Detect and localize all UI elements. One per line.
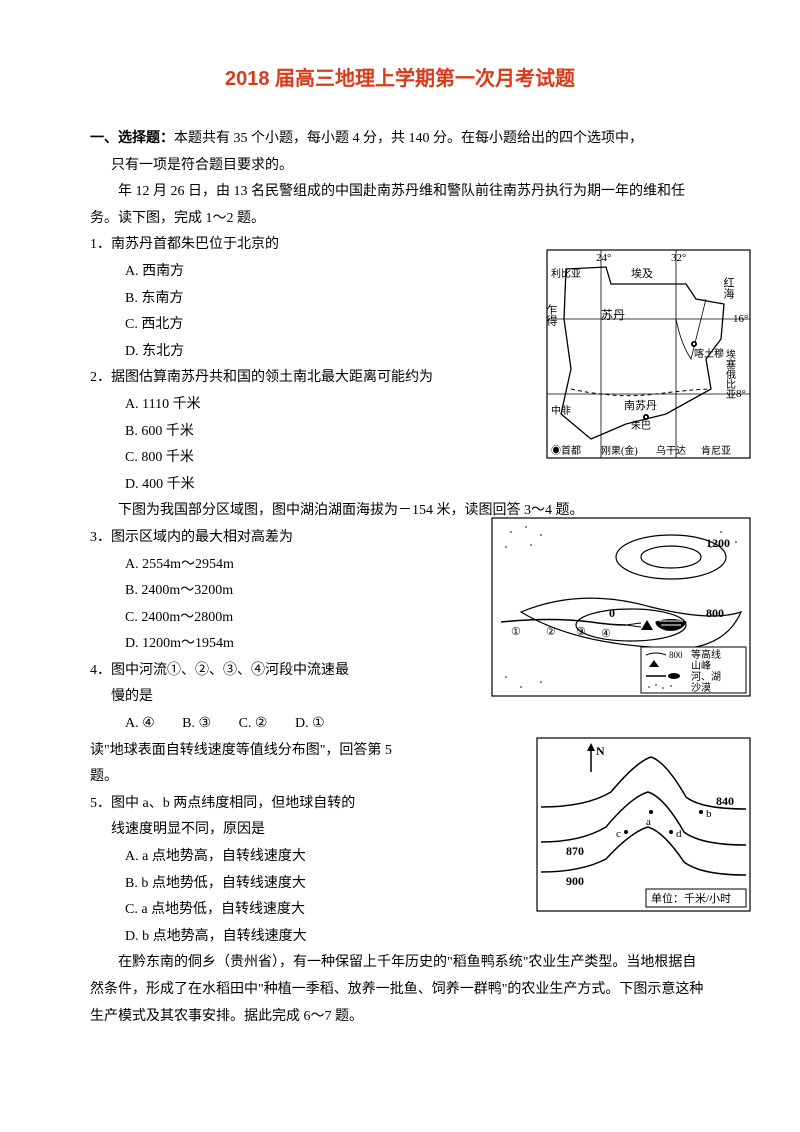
svg-text:0: 0 <box>609 606 615 620</box>
outro: 在黔东南的侗乡（贵州省），有一种保留上千年历史的"稻鱼鸭系统"农业生产类型。当地… <box>90 950 710 1030</box>
svg-text:d: d <box>676 828 682 840</box>
section-desc-2: 只有一项是符合题目要求的。 <box>90 153 710 180</box>
q4-options: A. ④ B. ③ C. ② D. ① <box>90 711 710 738</box>
svg-text:朱巴: 朱巴 <box>631 420 651 432</box>
svg-text:32°: 32° <box>671 252 686 264</box>
svg-text:南苏丹: 南苏丹 <box>624 399 657 412</box>
q4-opt-a: A. ④ <box>125 716 155 731</box>
svg-text:b: b <box>706 808 712 820</box>
svg-text:山峰: 山峰 <box>691 660 711 672</box>
section-desc-1: 本题共有 35 个小题，每小题 4 分，共 140 分。在每小题给出的四个选项中… <box>174 131 643 146</box>
svg-text:◉首都: ◉首都 <box>551 444 581 457</box>
svg-text:沙漠: 沙漠 <box>691 682 711 694</box>
svg-text:刚果(金): 刚果(金) <box>601 444 638 457</box>
svg-text:喀土穆: 喀土穆 <box>694 347 724 360</box>
q4-opt-b: B. ③ <box>182 716 211 731</box>
svg-text:840: 840 <box>716 794 734 808</box>
svg-text:④: ④ <box>601 628 611 640</box>
svg-text:870: 870 <box>566 844 584 858</box>
svg-text:③: ③ <box>576 626 586 638</box>
svg-text:埃塞俄比亚: 埃塞俄比亚 <box>724 348 736 399</box>
figure-sudan-map: 24° 32° 16° 8° 利比亚 埃及 红海 乍得 苏丹 喀土穆 埃塞俄比亚… <box>545 248 750 458</box>
intro-3: 读"地球表面自转线速度等值线分布图"，回答第 5 题。 <box>90 738 420 791</box>
svg-text:单位：千米/小时: 单位：千米/小时 <box>651 891 731 905</box>
svg-text:乌干达: 乌干达 <box>656 444 686 457</box>
q2-opt-d: D. 400 千米 <box>90 472 710 499</box>
section-label: 一、选择题： <box>90 131 174 146</box>
svg-text:乍得: 乍得 <box>546 303 558 326</box>
svg-text:800: 800 <box>706 606 724 620</box>
section-heading: 一、选择题：本题共有 35 个小题，每小题 4 分，共 140 分。在每小题给出… <box>90 126 710 153</box>
svg-text:1200: 1200 <box>706 536 730 550</box>
svg-text:②: ② <box>546 626 556 638</box>
svg-text:中非: 中非 <box>551 404 571 417</box>
svg-text:8°: 8° <box>736 388 746 400</box>
svg-text:16°: 16° <box>733 313 748 325</box>
svg-text:等高线: 等高线 <box>691 648 721 661</box>
q5-opt-d: D. b 点地势高，自转线速度大 <box>90 924 710 951</box>
figure-rotation-isoline: N 840 870 900 a b c d 单位：千米/小时 <box>535 736 750 911</box>
svg-text:c: c <box>616 828 621 840</box>
figure-contour-map: 1200 800 0 ① ② ③ ④ 800 等高线 山峰 河、湖 沙漠 <box>490 516 750 696</box>
svg-text:900: 900 <box>566 874 584 888</box>
svg-text:①: ① <box>511 626 521 638</box>
svg-text:河、湖: 河、湖 <box>691 671 721 683</box>
svg-text:N: N <box>596 744 605 758</box>
svg-text:a: a <box>646 816 651 828</box>
page-title: 2018 届高三地理上学期第一次月考试题 <box>90 60 710 98</box>
svg-text:利比亚: 利比亚 <box>551 268 581 280</box>
svg-text:24°: 24° <box>596 252 611 264</box>
svg-text:苏丹: 苏丹 <box>601 308 625 322</box>
svg-text:埃及: 埃及 <box>631 266 653 280</box>
intro-1: 年 12 月 26 日，由 13 名民警组成的中国赴南苏丹维和警队前往南苏丹执行… <box>90 179 710 232</box>
svg-text:红海: 红海 <box>722 277 735 300</box>
svg-text:800: 800 <box>669 650 683 660</box>
q4-opt-d: D. ① <box>295 716 325 731</box>
q4-opt-c: C. ② <box>239 716 268 731</box>
svg-text:肯尼亚: 肯尼亚 <box>701 444 731 457</box>
